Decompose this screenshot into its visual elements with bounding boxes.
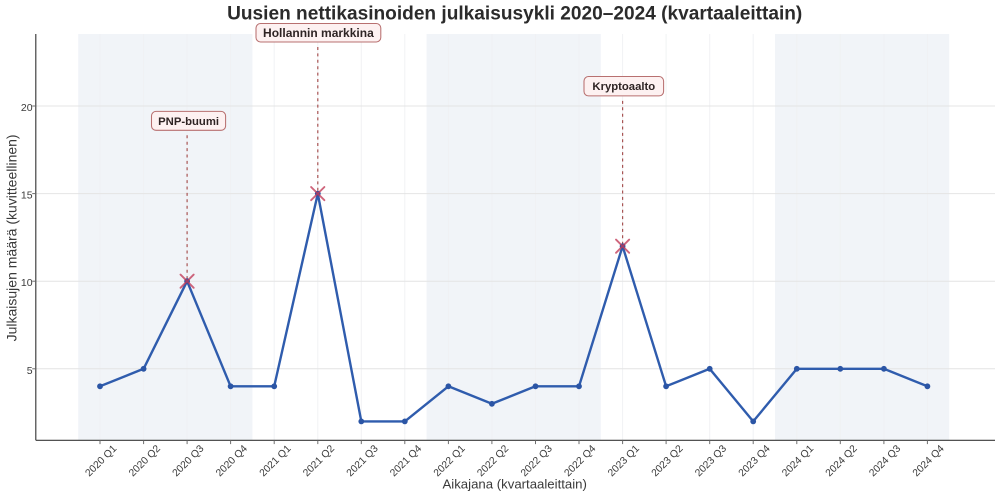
svg-text:Hollannin markkina: Hollannin markkina (263, 26, 374, 40)
svg-text:Uusien nettikasinoiden julkais: Uusien nettikasinoiden julkaisusykli 202… (227, 4, 802, 25)
svg-text:10: 10 (21, 277, 33, 289)
svg-text:Kryptoaalto: Kryptoaalto (592, 81, 655, 93)
svg-text:PNP-buumi: PNP-buumi (158, 116, 219, 128)
svg-text:15: 15 (21, 190, 33, 202)
svg-text:20: 20 (21, 102, 33, 114)
svg-text:Julkaisujen määrä (kuvitteelli: Julkaisujen määrä (kuvitteellinen) (3, 134, 19, 341)
svg-text:Aikajana (kvartaaleittain): Aikajana (kvartaaleittain) (442, 477, 586, 492)
svg-text:5: 5 (27, 365, 33, 377)
